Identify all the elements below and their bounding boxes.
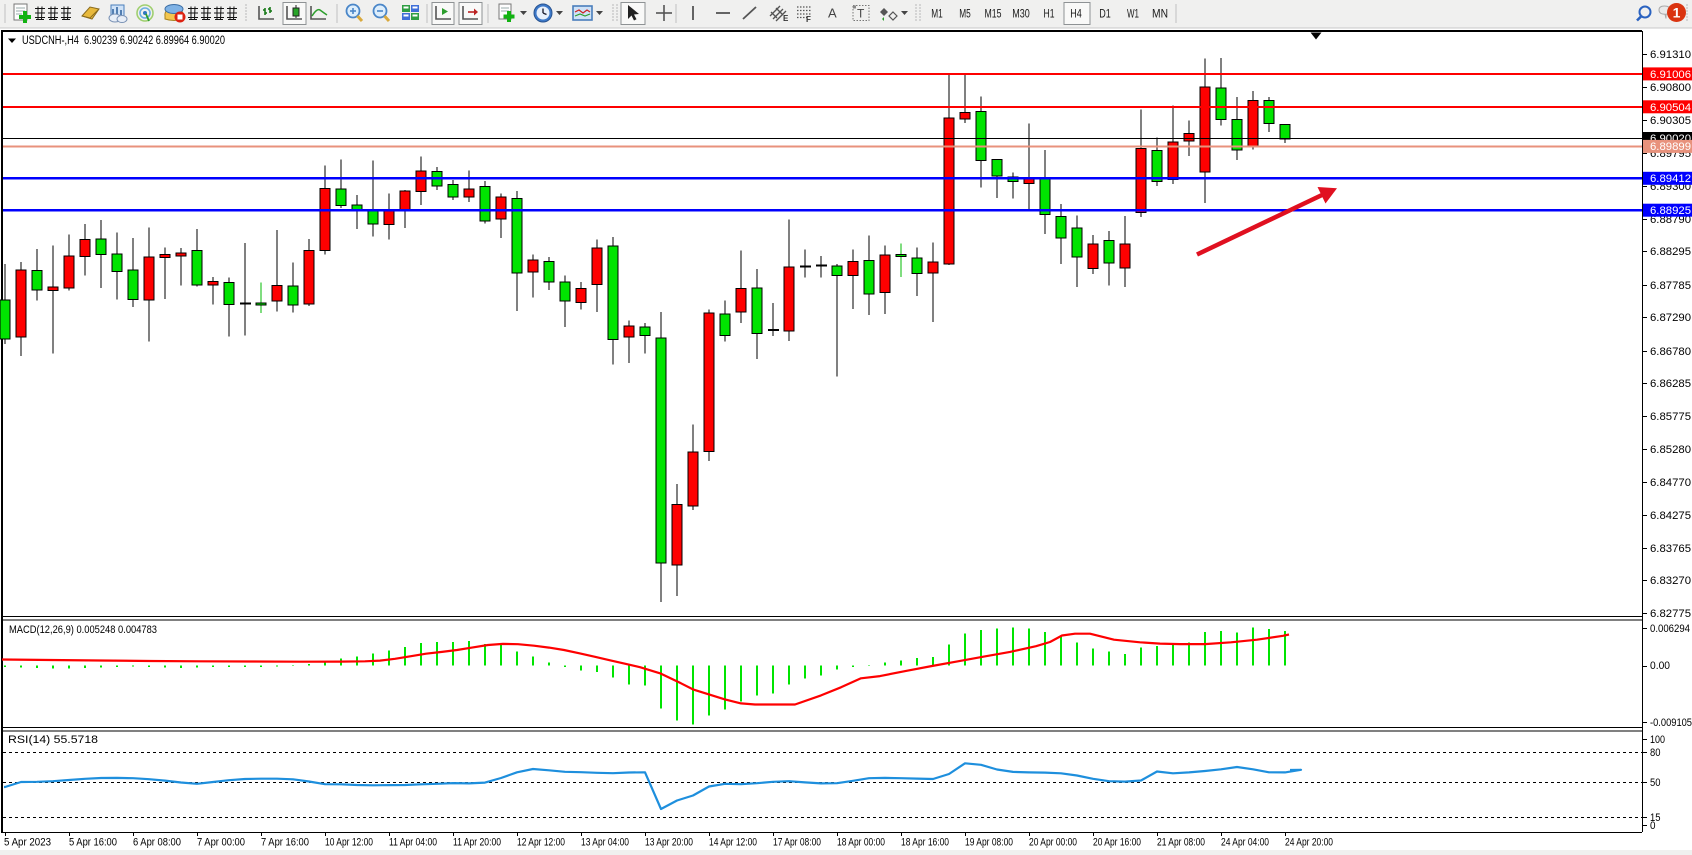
svg-text:18 Apr 16:00: 18 Apr 16:00 <box>901 837 949 849</box>
svg-text:50: 50 <box>1650 777 1661 789</box>
svg-text:-0.009105: -0.009105 <box>1650 717 1692 729</box>
svg-text:6.85775: 6.85775 <box>1650 411 1691 423</box>
svg-text:A: A <box>828 6 837 21</box>
svg-text:6.84770: 6.84770 <box>1650 477 1691 489</box>
svg-text:6.90305: 6.90305 <box>1650 115 1691 127</box>
svg-text:5 Apr 2023: 5 Apr 2023 <box>4 837 51 849</box>
svg-text:12 Apr 12:00: 12 Apr 12:00 <box>517 837 565 849</box>
svg-text:17 Apr 08:00: 17 Apr 08:00 <box>773 837 821 849</box>
svg-text:6.88295: 6.88295 <box>1650 246 1691 258</box>
svg-text:MN: MN <box>1152 7 1168 21</box>
svg-text:6.86285: 6.86285 <box>1650 378 1691 390</box>
svg-text:1: 1 <box>1673 5 1681 21</box>
svg-text:6.82775: 6.82775 <box>1650 608 1691 620</box>
svg-text:20 Apr 16:00: 20 Apr 16:00 <box>1093 837 1141 849</box>
svg-text:M30: M30 <box>1012 7 1030 21</box>
svg-text:0.00: 0.00 <box>1650 660 1670 672</box>
svg-text:MACD(12,26,9) 0.005248 0.00478: MACD(12,26,9) 0.005248 0.004783 <box>9 624 157 636</box>
svg-text:6.88925: 6.88925 <box>1650 205 1691 217</box>
svg-text:6.87785: 6.87785 <box>1650 280 1691 292</box>
svg-text:14 Apr 12:00: 14 Apr 12:00 <box>709 837 757 849</box>
svg-text:T: T <box>857 7 865 21</box>
svg-text:W1: W1 <box>1127 7 1139 21</box>
svg-text:13 Apr 20:00: 13 Apr 20:00 <box>645 837 693 849</box>
svg-text:19 Apr 08:00: 19 Apr 08:00 <box>965 837 1013 849</box>
svg-text:M1: M1 <box>931 7 943 21</box>
svg-text:H4: H4 <box>1070 7 1082 21</box>
svg-text:21 Apr 08:00: 21 Apr 08:00 <box>1157 837 1205 849</box>
svg-text:M15: M15 <box>985 7 1002 21</box>
svg-text:80: 80 <box>1650 747 1661 759</box>
svg-text:6.88790: 6.88790 <box>1650 214 1691 226</box>
svg-text:11 Apr 20:00: 11 Apr 20:00 <box>453 837 501 849</box>
svg-text:6.89899: 6.89899 <box>1650 141 1691 153</box>
svg-text:E: E <box>783 14 789 23</box>
svg-text:USDCNH-,H4 6.90239 6.90242 6.: USDCNH-,H4 6.90239 6.90242 6.89964 6.900… <box>22 35 225 47</box>
svg-text:20 Apr 00:00: 20 Apr 00:00 <box>1029 837 1077 849</box>
svg-text:6.85280: 6.85280 <box>1650 444 1691 456</box>
svg-text:13 Apr 04:00: 13 Apr 04:00 <box>581 837 629 849</box>
svg-text:7 Apr 16:00: 7 Apr 16:00 <box>261 837 309 849</box>
svg-text:18 Apr 00:00: 18 Apr 00:00 <box>837 837 885 849</box>
svg-text:24 Apr 20:00: 24 Apr 20:00 <box>1285 837 1333 849</box>
svg-text:6.83270: 6.83270 <box>1650 575 1691 587</box>
svg-text:100: 100 <box>1650 734 1665 746</box>
svg-text:6.83765: 6.83765 <box>1650 543 1691 555</box>
svg-text:24 Apr 04:00: 24 Apr 04:00 <box>1221 837 1269 849</box>
svg-text:6.84275: 6.84275 <box>1650 510 1691 522</box>
svg-text:10 Apr 12:00: 10 Apr 12:00 <box>325 837 373 849</box>
svg-text:6.90504: 6.90504 <box>1650 102 1691 114</box>
svg-text:6.86780: 6.86780 <box>1650 346 1691 358</box>
svg-text:M5: M5 <box>959 7 971 21</box>
svg-text:0.006294: 0.006294 <box>1650 623 1690 635</box>
svg-text:15: 15 <box>1650 812 1661 824</box>
svg-text:RSI(14) 55.5718: RSI(14) 55.5718 <box>8 734 98 746</box>
svg-text:5 Apr 16:00: 5 Apr 16:00 <box>69 837 117 849</box>
svg-text:11 Apr 04:00: 11 Apr 04:00 <box>389 837 437 849</box>
svg-text:0: 0 <box>1650 820 1656 832</box>
svg-text:6.91310: 6.91310 <box>1650 49 1691 61</box>
svg-text:6.90800: 6.90800 <box>1650 82 1691 94</box>
svg-text:D1: D1 <box>1099 7 1111 21</box>
svg-text:6 Apr 08:00: 6 Apr 08:00 <box>133 837 181 849</box>
svg-text:F: F <box>806 15 811 24</box>
svg-text:6.87290: 6.87290 <box>1650 312 1691 324</box>
svg-text:6.91006: 6.91006 <box>1650 69 1691 81</box>
svg-text:7 Apr 00:00: 7 Apr 00:00 <box>197 837 245 849</box>
svg-text:H1: H1 <box>1044 7 1055 21</box>
svg-text:6.89412: 6.89412 <box>1650 173 1691 185</box>
